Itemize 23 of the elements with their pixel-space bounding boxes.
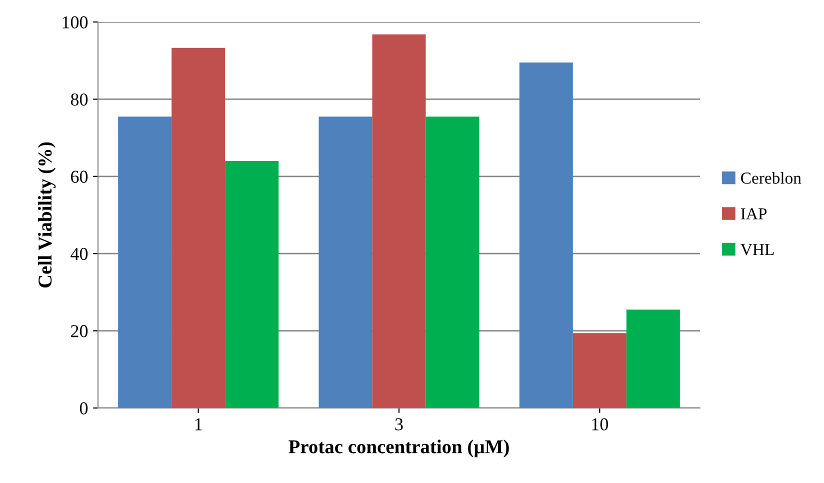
bar: [372, 34, 426, 408]
bar: [626, 310, 680, 408]
legend-label: IAP: [740, 208, 767, 220]
x-tick-label: 10: [592, 418, 608, 430]
y-axis-title: Cell Viability (%): [38, 142, 56, 288]
x-axis-title: Protac concentration (µM): [288, 440, 509, 458]
legend-label: Cereblon: [741, 172, 802, 184]
bar: [172, 48, 226, 408]
bar: [318, 116, 372, 408]
bar: [519, 62, 573, 408]
y-tick-label: 100: [62, 16, 88, 28]
bar: [572, 333, 626, 408]
y-tick-label: 40: [70, 248, 88, 260]
legend-label: VHL: [740, 244, 774, 256]
y-tick-label: 60: [71, 170, 88, 183]
bar: [118, 116, 172, 408]
bar: [426, 116, 480, 408]
y-tick-label: 20: [71, 325, 88, 338]
y-tick-label: 0: [80, 402, 88, 414]
y-tick-label: 80: [70, 93, 88, 106]
x-tick-label: 1: [195, 418, 202, 430]
x-tick-label: 3: [395, 418, 403, 430]
bar: [225, 160, 279, 408]
